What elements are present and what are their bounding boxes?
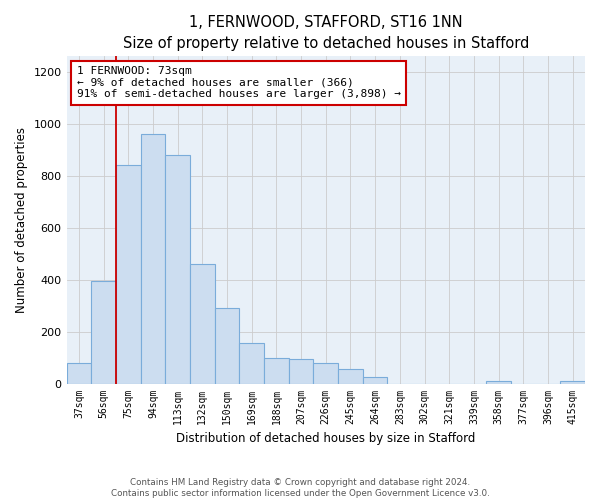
Title: 1, FERNWOOD, STAFFORD, ST16 1NN
Size of property relative to detached houses in : 1, FERNWOOD, STAFFORD, ST16 1NN Size of …: [122, 15, 529, 51]
Bar: [338, 370, 363, 384]
Bar: [313, 363, 338, 384]
Y-axis label: Number of detached properties: Number of detached properties: [15, 127, 28, 313]
Bar: [165, 155, 190, 384]
Text: 1 FERNWOOD: 73sqm
← 9% of detached houses are smaller (366)
91% of semi-detached: 1 FERNWOOD: 73sqm ← 9% of detached house…: [77, 66, 401, 100]
Bar: [289, 359, 313, 384]
Bar: [140, 134, 165, 384]
Bar: [91, 281, 116, 384]
Bar: [239, 344, 264, 384]
Bar: [486, 381, 511, 384]
Bar: [215, 308, 239, 384]
Bar: [560, 381, 585, 384]
Bar: [264, 358, 289, 384]
Bar: [190, 264, 215, 384]
Bar: [116, 166, 140, 384]
Bar: [363, 377, 388, 384]
Bar: [67, 363, 91, 384]
Text: Contains HM Land Registry data © Crown copyright and database right 2024.
Contai: Contains HM Land Registry data © Crown c…: [110, 478, 490, 498]
X-axis label: Distribution of detached houses by size in Stafford: Distribution of detached houses by size …: [176, 432, 475, 445]
